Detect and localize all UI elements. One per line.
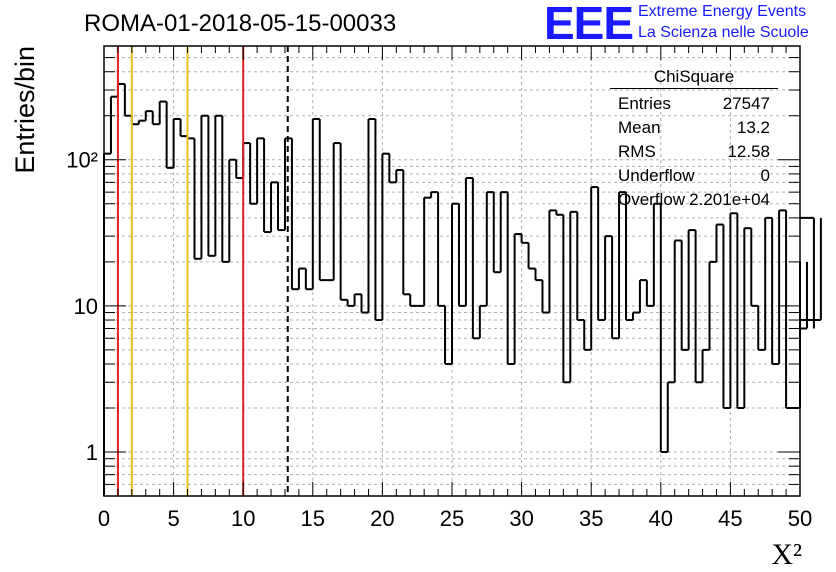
stats-label: Mean [618,118,661,137]
stats-row-overflow: Overflow 2.201e+04 [610,188,778,212]
y-tick-label: 1 [86,440,98,465]
stats-label: RMS [618,142,656,161]
x-tick-label: 50 [788,506,812,531]
stats-value: 0 [760,166,770,185]
x-tick-label: 30 [509,506,533,531]
stats-value: 12.58 [727,142,770,161]
logo-line-1: Extreme Energy Events [638,3,807,20]
stats-row-rms: RMS 12.58 [610,140,778,164]
logo-line-2: La Scienza nelle Scuole [638,24,809,41]
stats-label: Underflow [618,166,695,185]
y-tick-label: 10 [74,294,98,319]
x-tick-label: 25 [440,506,464,531]
x-tick-label: 0 [98,506,110,531]
x-tick-label: 35 [579,506,603,531]
axes: 0 5 10 15 20 25 30 35 40 45 50 1 10 10² Entries/bin X² [10,45,812,571]
stats-row-entries: Entries 27547 [610,92,778,116]
x-tick-label: 15 [301,506,325,531]
eee-logo: EEE [544,0,634,49]
stats-box: ChiSquare Entries 27547 Mean 13.2 RMS 12… [610,66,778,212]
x-tick-label: 40 [649,506,673,531]
y-tick-label: 10² [66,148,98,173]
x-axis-label: X² [771,538,802,571]
x-tick-label: 5 [167,506,179,531]
x-tick-label: 20 [370,506,394,531]
cut-lines [116,46,289,496]
stats-label: Entries [618,94,671,113]
chart-title: ROMA-01-2018-05-15-00033 [84,10,397,37]
stats-value: 13.2 [736,118,770,137]
stats-name: ChiSquare [610,66,778,89]
stats-label: Overflow [618,190,686,209]
stats-row-underflow: Underflow 0 [610,164,778,188]
stats-value: 2.201e+04 [689,190,770,209]
x-tick-label: 10 [231,506,255,531]
x-tick-label: 45 [718,506,742,531]
y-axis-label: Entries/bin [10,46,40,174]
stats-row-mean: Mean 13.2 [610,116,778,140]
stats-value: 27547 [722,94,770,113]
